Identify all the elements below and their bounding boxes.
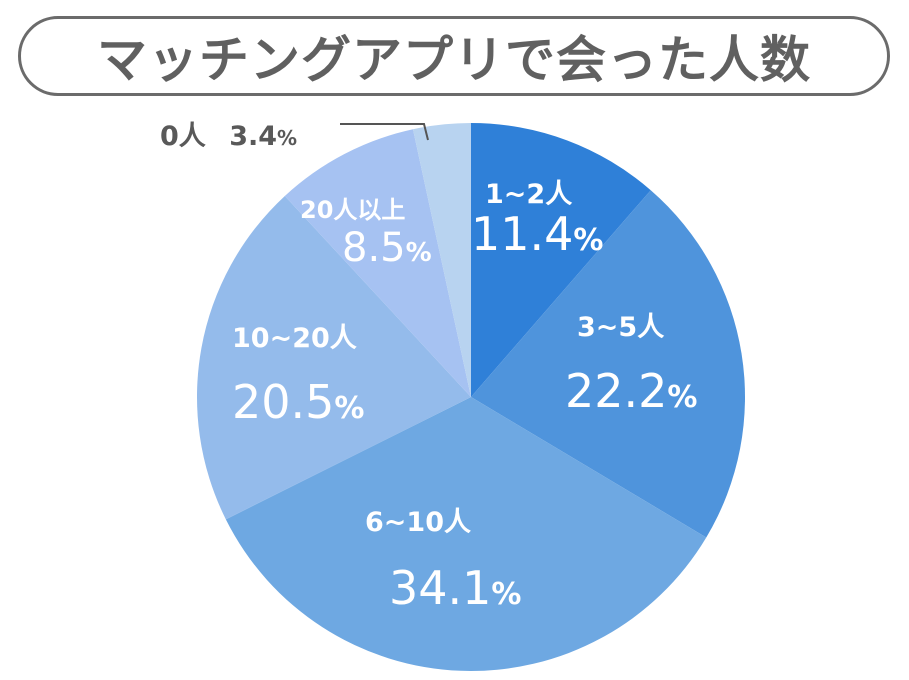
slice-value: 3.4 bbox=[229, 121, 278, 152]
percent-sign: % bbox=[573, 223, 604, 258]
slice-label-3-5: 3~5人 22.2% bbox=[565, 305, 698, 418]
pie-slice bbox=[471, 123, 651, 397]
slice-value: 22.2 bbox=[565, 364, 668, 418]
percent-sign: % bbox=[334, 391, 365, 426]
slice-category: 1~2人 bbox=[485, 179, 573, 210]
slice-label-10-20: 10~20人 20.5% bbox=[232, 316, 364, 429]
slice-category: 6~10人 bbox=[365, 507, 471, 538]
pie-slice bbox=[284, 129, 471, 398]
percent-sign: % bbox=[405, 238, 432, 268]
slice-category: 10~20人 bbox=[232, 323, 357, 354]
percent-sign: % bbox=[667, 380, 698, 415]
slice-label-20-plus: 20人以上 8.5% bbox=[300, 190, 432, 271]
pie-slices bbox=[197, 123, 745, 671]
slice-label-1-2: 1~2人 11.4% bbox=[471, 172, 604, 261]
chart-title-box: マッチングアプリで会った人数 bbox=[18, 16, 890, 96]
slice-value: 8.5 bbox=[342, 225, 406, 271]
percent-sign: % bbox=[491, 577, 522, 612]
pie-slice bbox=[197, 195, 471, 520]
chart-title: マッチングアプリで会った人数 bbox=[97, 31, 811, 89]
percent-sign: % bbox=[277, 126, 298, 150]
pie-slice bbox=[225, 397, 707, 671]
slice-category: 20人以上 bbox=[300, 196, 406, 224]
slice-category: 3~5人 bbox=[577, 312, 665, 343]
slice-label-6-10: 6~10人 34.1% bbox=[365, 500, 521, 615]
slice-value: 11.4 bbox=[471, 207, 574, 261]
pie-slice bbox=[412, 123, 471, 397]
leader-line-0 bbox=[340, 123, 429, 141]
slice-label-0: 0人 3.4% bbox=[160, 114, 297, 153]
slice-value: 34.1 bbox=[389, 561, 492, 615]
pie-slice bbox=[471, 190, 745, 538]
slice-value: 20.5 bbox=[232, 375, 335, 429]
slice-category: 0人 bbox=[160, 121, 206, 152]
